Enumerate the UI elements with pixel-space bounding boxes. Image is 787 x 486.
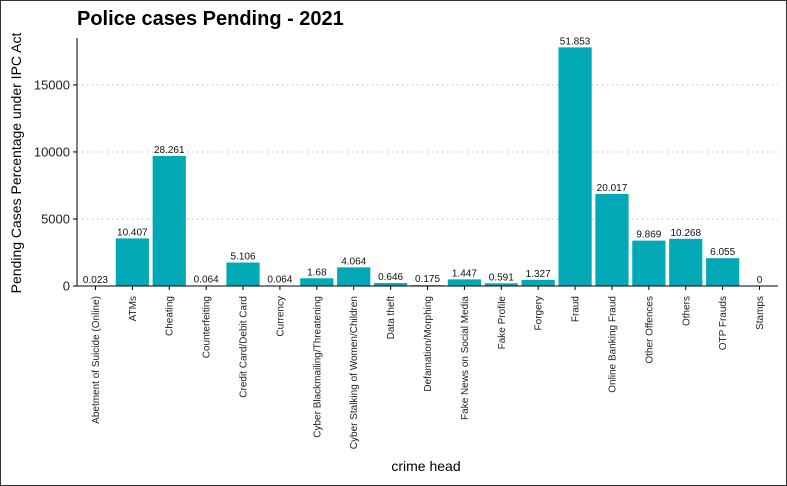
x-tick-label: Counterfeiting bbox=[202, 296, 213, 358]
bars bbox=[78, 47, 740, 286]
x-axis: Abetment of Suicide (Online) ATMs Cheating… bbox=[77, 285, 778, 449]
data-label: 0.591 bbox=[489, 272, 514, 283]
x-tick-label: Other Offences bbox=[644, 296, 655, 364]
x-tick-label: Forgery bbox=[534, 296, 545, 330]
y-axis-title: Pending Cases Percentage under IPC Act bbox=[8, 33, 24, 294]
chart-title: Police cases Pending - 2021 bbox=[77, 8, 344, 30]
y-tick-label: 10000 bbox=[34, 144, 70, 159]
x-tick-label: Defamation/Morphing bbox=[423, 296, 434, 392]
data-label: 10.268 bbox=[670, 228, 701, 239]
x-tick-label: Fake News on Social Media bbox=[460, 296, 471, 420]
y-axis: 0 5000 10000 15000 bbox=[34, 38, 78, 294]
data-label: 0.064 bbox=[194, 275, 219, 286]
x-tick-label: Cyber Stalking of Women/Children bbox=[349, 296, 360, 449]
x-tick-label: Credit Card/Debit Card bbox=[239, 296, 250, 398]
bar bbox=[447, 279, 481, 286]
y-tick-label: 15000 bbox=[34, 77, 70, 92]
bar bbox=[484, 283, 518, 286]
data-label: 4.064 bbox=[341, 256, 366, 267]
data-label: 6.055 bbox=[710, 247, 735, 258]
x-tick-label: Online Banking Fraud bbox=[607, 296, 618, 393]
x-axis-title: crime head bbox=[391, 458, 460, 474]
data-label: 20.017 bbox=[597, 183, 628, 194]
bar bbox=[226, 262, 260, 286]
x-tick-label: ATMs bbox=[128, 296, 139, 321]
bar bbox=[595, 193, 629, 286]
bar bbox=[152, 155, 186, 286]
data-label: 0.175 bbox=[415, 274, 440, 285]
data-label: 51.853 bbox=[560, 36, 591, 47]
data-label: 0.646 bbox=[378, 272, 403, 283]
data-label: 1.447 bbox=[452, 268, 477, 279]
data-label: 5.106 bbox=[231, 252, 256, 263]
bar bbox=[632, 240, 666, 286]
data-label: 1.68 bbox=[307, 267, 327, 278]
data-label: 0 bbox=[757, 275, 763, 286]
bar bbox=[558, 47, 592, 286]
data-label: 10.407 bbox=[117, 227, 148, 238]
x-tick-label: Fake Profile bbox=[497, 296, 508, 350]
bar bbox=[669, 238, 703, 286]
x-tick-label: Stamps bbox=[755, 296, 766, 330]
bar bbox=[115, 238, 149, 286]
x-tick-label: Others bbox=[681, 296, 692, 326]
data-label: 28.261 bbox=[154, 145, 185, 156]
x-tick-label: Fraud bbox=[571, 296, 582, 322]
x-tick-label: Data theft bbox=[386, 296, 397, 340]
y-tick-label: 0 bbox=[63, 279, 70, 294]
x-tick-label: Cheating bbox=[165, 296, 176, 336]
data-label: 9.869 bbox=[636, 230, 661, 241]
data-label: 1.327 bbox=[526, 269, 551, 280]
bar bbox=[374, 283, 408, 286]
data-label: 0.023 bbox=[83, 275, 108, 286]
x-tick-label: Abetment of Suicide (Online) bbox=[91, 296, 102, 424]
y-tick-label: 5000 bbox=[41, 211, 70, 226]
x-tick-label: OTP Frauds bbox=[718, 296, 729, 350]
data-label: 0.064 bbox=[267, 275, 292, 286]
bar bbox=[337, 267, 371, 286]
bar bbox=[300, 278, 334, 286]
bar bbox=[706, 258, 740, 286]
x-tick-label: Cyber Blackmailing/Threatening bbox=[312, 296, 323, 438]
x-tick-label: Currency bbox=[275, 296, 286, 337]
data-labels: 0.023 10.407 28.261 0.064 5.106 0.064 1.68 4.06… bbox=[83, 36, 763, 286]
bar bbox=[521, 279, 555, 286]
